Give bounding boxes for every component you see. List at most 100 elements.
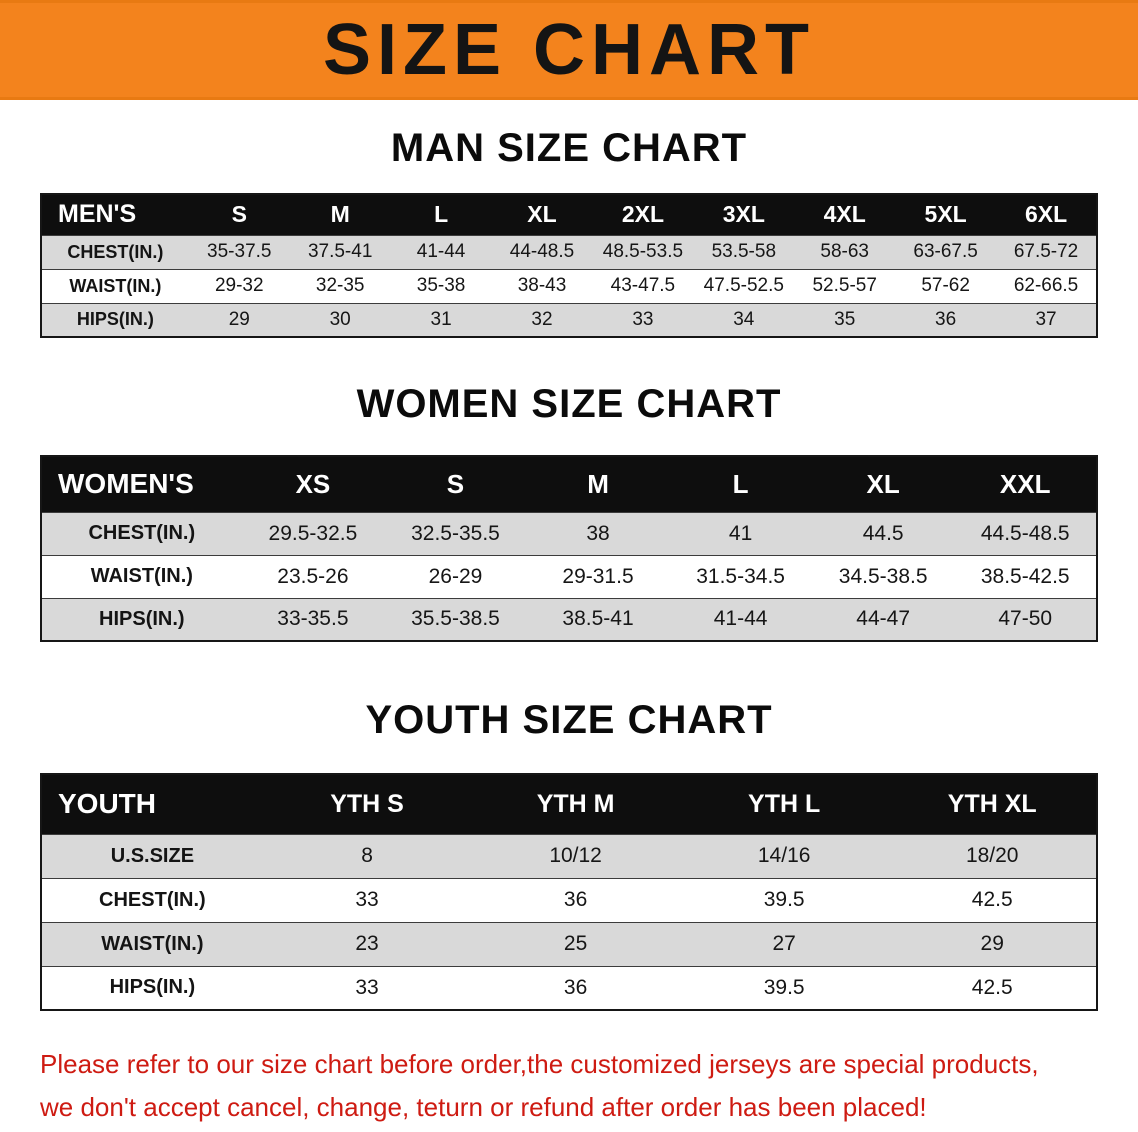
men-column-header: XL: [527, 201, 557, 228]
men-column-header: L: [434, 201, 449, 228]
men-cell: 35: [834, 308, 856, 330]
women-size-table: WOMEN'S XS S M L XL XXL CHEST(IN.) 29.5-32.5 32.5…: [40, 455, 1098, 642]
men-column-header: 2XL: [621, 201, 664, 228]
men-row-label: CHEST(IN.): [67, 241, 164, 262]
men-column-header: 6XL: [1024, 201, 1068, 228]
men-row-label: WAIST(IN.): [69, 275, 162, 296]
women-cell: 44.5: [862, 521, 904, 545]
youth-cell: 10/12: [549, 844, 602, 867]
men-cell: 67.5-72: [1013, 241, 1079, 262]
youth-cell: 36: [563, 975, 588, 999]
youth-table-row: WAIST(IN.) 23 25 27 29: [41, 922, 1097, 966]
men-cell: 38-43: [517, 275, 567, 296]
women-column-header: L: [732, 468, 749, 499]
youth-cell: 33: [355, 975, 379, 999]
men-cell: 53.5-58: [711, 241, 777, 262]
men-section-heading: MAN SIZE CHART: [390, 126, 748, 170]
women-table-row: HIPS(IN.) 33-35.5 35.5-38.5 38.5-41 41-44 44-…: [41, 598, 1097, 641]
men-column-header: 4XL: [823, 201, 866, 228]
youth-row-label: HIPS(IN.): [109, 976, 196, 999]
men-cell: 35-38: [416, 275, 466, 296]
youth-cell: 18/20: [965, 844, 1019, 867]
men-cell: 62-66.5: [1013, 275, 1079, 296]
men-column-header: M: [330, 201, 350, 228]
men-cell: 58-63: [820, 241, 870, 262]
women-cell: 29-31.5: [562, 564, 634, 588]
youth-row-label: WAIST(IN.): [101, 932, 204, 955]
women-cell: 41: [728, 521, 753, 545]
women-size-chart-section: WOMEN SIZE CHART WOMEN'S XS S M L XL XXL CHEST(I…: [0, 382, 1138, 642]
women-cell: 33-35.5: [277, 607, 349, 631]
notice: Please refer to our size chart before or…: [40, 1043, 1138, 1129]
women-column-header: XL: [866, 468, 900, 499]
men-column-header: S: [231, 201, 247, 228]
youth-header-row: YOUTH YTH S YTH M YTH L YTH XL: [41, 774, 1097, 834]
women-row-label: WAIST(IN.): [90, 565, 193, 587]
women-cell: 32.5-35.5: [411, 521, 500, 545]
women-row-label: HIPS(IN.): [99, 607, 185, 630]
youth-cell: 33: [355, 888, 379, 911]
youth-size-table: YOUTH YTH S YTH M YTH L YTH XL U.S.SIZE 8 10/12…: [40, 773, 1098, 1011]
men-column-header: 5XL: [924, 201, 967, 228]
men-cell: 35-37.5: [207, 241, 272, 262]
notice-line-2: we don't accept cancel, change, teturn o…: [40, 1091, 927, 1122]
men-cell: 47.5-52.5: [703, 275, 784, 296]
men-cell: 31: [430, 308, 452, 330]
men-cell: 43-47.5: [610, 275, 676, 296]
women-cell: 23.5-26: [277, 564, 349, 588]
men-cell: 48.5-53.5: [602, 241, 684, 262]
women-column-header: XS: [295, 468, 331, 499]
men-row-label: HIPS(IN.): [76, 309, 154, 330]
youth-column-header: YTH XL: [947, 789, 1037, 818]
men-size-table: MEN'S S M L XL 2XL 3XL 4XL 5XL 6XL CHEST(IN.) 35-37…: [40, 193, 1098, 338]
women-cell: 34.5-38.5: [838, 564, 928, 588]
men-cell: 34: [733, 308, 755, 330]
women-cell: 31.5-34.5: [696, 564, 785, 588]
youth-cell: 42.5: [971, 975, 1013, 999]
notice-line-1: Please refer to our size chart before or…: [40, 1049, 1039, 1079]
youth-cell: 8: [361, 844, 373, 867]
men-cell: 41-44: [416, 241, 466, 262]
men-cell: 30: [329, 308, 351, 330]
women-cell: 41-44: [713, 607, 768, 631]
women-cell: 35.5-38.5: [411, 607, 500, 631]
men-header-row: MEN'S S M L XL 2XL 3XL 4XL 5XL 6XL: [41, 194, 1097, 235]
youth-table-row: HIPS(IN.) 33 36 39.5 42.5: [41, 966, 1097, 1010]
men-cell: 44-48.5: [509, 241, 575, 262]
youth-column-header: YTH L: [748, 789, 821, 818]
women-column-header: XXL: [999, 468, 1051, 499]
youth-table-row: U.S.SIZE 8 10/12 14/16 18/20: [41, 834, 1097, 878]
youth-row-label: U.S.SIZE: [110, 844, 195, 867]
men-cell: 37.5-41: [307, 241, 373, 262]
women-cell: 38: [586, 521, 610, 545]
women-corner-label: WOMEN'S: [58, 468, 194, 500]
women-cell: 44.5-48.5: [980, 521, 1070, 545]
youth-cell: 27: [772, 932, 796, 955]
youth-cell: 25: [563, 932, 588, 955]
women-section-heading: WOMEN SIZE CHART: [356, 382, 782, 426]
men-corner-label: MEN'S: [58, 200, 137, 229]
men-cell: 37: [1035, 308, 1057, 330]
sections-container: MAN SIZE CHART MEN'S S M L XL 2XL 3XL 4XL 5XL 6XL C…: [0, 126, 1138, 1011]
men-table-row: WAIST(IN.) 29-32 32-35 35-38 38-43 43-47.5 47.…: [41, 269, 1097, 303]
youth-cell: 39.5: [763, 888, 805, 911]
youth-row-label: CHEST(IN.): [99, 888, 206, 911]
youth-section-heading: YOUTH SIZE CHART: [365, 698, 773, 742]
women-table-row: WAIST(IN.) 23.5-26 26-29 29-31.5 31.5-34.5 34…: [41, 555, 1097, 598]
men-cell: 29-32: [214, 275, 264, 296]
youth-cell: 14/16: [757, 844, 811, 867]
women-cell: 47-50: [998, 607, 1053, 631]
men-cell: 63-67.5: [913, 241, 978, 262]
women-cell: 29.5-32.5: [268, 521, 358, 545]
women-cell: 26-29: [428, 564, 483, 588]
youth-column-header: YTH S: [330, 789, 404, 818]
men-cell: 33: [632, 308, 654, 330]
men-cell: 32-35: [315, 275, 365, 296]
women-header-row: WOMEN'S XS S M L XL XXL: [41, 456, 1097, 512]
men-cell: 32: [531, 308, 553, 330]
youth-column-header: YTH M: [536, 789, 615, 818]
women-column-header: M: [587, 468, 609, 499]
women-row-label: CHEST(IN.): [88, 522, 196, 544]
men-table-row: CHEST(IN.) 35-37.5 37.5-41 41-44 44-48.5 48.5…: [41, 235, 1097, 269]
